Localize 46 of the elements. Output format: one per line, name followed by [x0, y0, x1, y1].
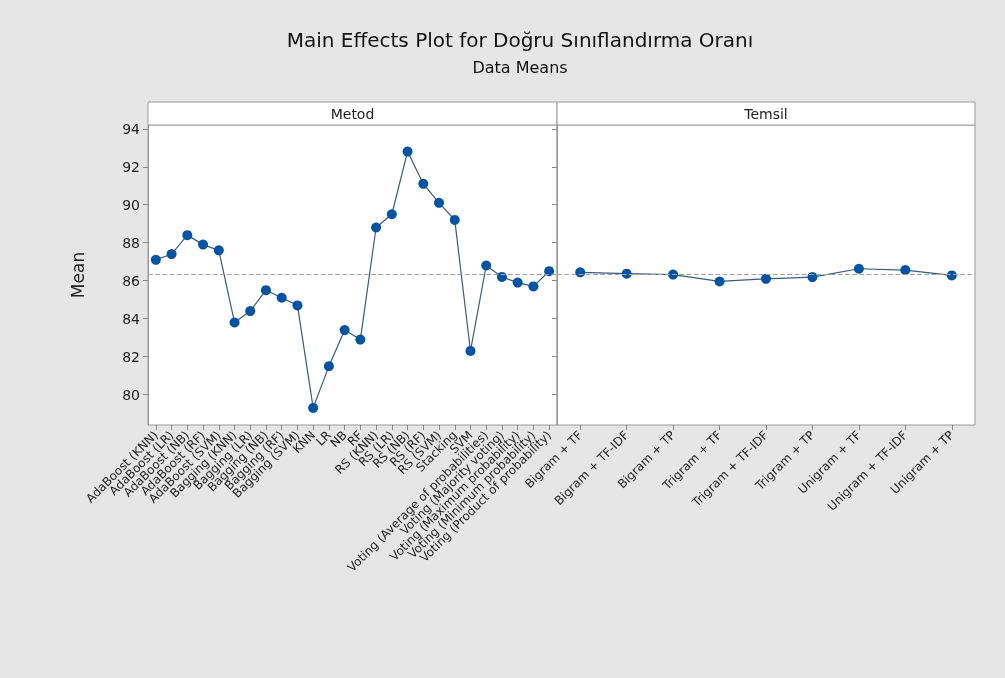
x-axis-title: Metod: [330, 105, 375, 122]
point: [182, 230, 193, 241]
point: [292, 300, 303, 311]
point: [308, 402, 319, 413]
point: [276, 292, 287, 303]
y-tick-label: 82: [122, 348, 140, 365]
point: [807, 272, 818, 283]
point: [449, 214, 460, 225]
point: [853, 263, 864, 274]
point: [386, 209, 397, 220]
point: [402, 146, 413, 157]
point: [245, 306, 256, 317]
y-tick-label: 84: [122, 310, 141, 327]
chart-title: Main Effects Plot for Doğru Sınıflandırma Oranı: [285, 28, 755, 52]
point: [166, 249, 177, 260]
point: [481, 260, 492, 271]
point: [323, 361, 334, 372]
y-axis-title: Mean: [67, 251, 88, 299]
point: [150, 254, 161, 265]
point: [496, 271, 507, 282]
point: [198, 239, 209, 250]
chart-subtitle: Data Means: [471, 58, 569, 77]
point: [761, 273, 771, 284]
point: [434, 197, 445, 208]
point: [418, 178, 429, 189]
point: [575, 267, 586, 278]
y-tick-label: 92: [122, 158, 140, 175]
point: [668, 269, 679, 280]
point: [544, 266, 555, 277]
point: [229, 317, 240, 328]
y-tick-label: 88: [122, 234, 140, 251]
point: [339, 325, 350, 336]
point: [355, 334, 366, 345]
point: [528, 281, 539, 292]
y-tick-label: 86: [122, 272, 141, 289]
y-tick-label: 80: [122, 386, 140, 403]
point: [213, 245, 224, 256]
point: [465, 345, 476, 356]
point: [512, 277, 523, 288]
x-axis-title: Temsil: [743, 105, 788, 122]
y-tick-label: 94: [122, 120, 141, 137]
point: [260, 285, 271, 296]
point: [900, 265, 911, 276]
y-tick-label: 90: [122, 196, 140, 213]
point: [371, 222, 382, 233]
point: [714, 276, 725, 287]
